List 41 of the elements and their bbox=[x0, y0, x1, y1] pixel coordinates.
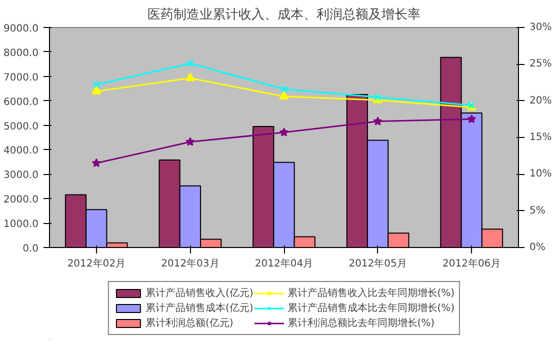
y2-tick-label: 5% bbox=[530, 205, 546, 216]
x-tick-label: 2012年06月 bbox=[442, 258, 501, 270]
y2-tick-label: 25% bbox=[530, 58, 552, 70]
y-tick-label: 2000.0 bbox=[4, 194, 39, 206]
y-tick-label: 7000.0 bbox=[4, 72, 39, 84]
y-tick-label: 0.0 bbox=[22, 244, 39, 254]
y2-tick-label: 20% bbox=[530, 95, 552, 106]
y-tick-label: 1000.0 bbox=[4, 219, 39, 230]
x-tick-label: 2012年03月 bbox=[161, 258, 220, 270]
y-tick-label: 6000.0 bbox=[4, 96, 39, 108]
point bbox=[279, 128, 289, 136]
legend-label: 累计利润总额(亿元) bbox=[145, 316, 234, 330]
point bbox=[185, 72, 195, 82]
point bbox=[186, 137, 195, 146]
point bbox=[92, 81, 100, 88]
x-tick-label: 2012年05月 bbox=[348, 258, 407, 270]
point bbox=[374, 94, 382, 101]
y-tick-label: 3000.0 bbox=[4, 170, 39, 182]
y-tick-label: 5000.0 bbox=[4, 121, 39, 132]
y-tick-label: 9000.0 bbox=[4, 24, 39, 34]
legend-label: 累计产品销售收入比去年同期增长(%) bbox=[287, 286, 455, 300]
y2-tick-label: 0% bbox=[530, 242, 546, 253]
y2-tick-label: 15% bbox=[530, 132, 552, 143]
point bbox=[373, 116, 382, 126]
legend-label: 累计利润总额比去年同期增长(%) bbox=[287, 316, 435, 330]
point bbox=[92, 86, 102, 94]
point bbox=[279, 91, 289, 100]
point bbox=[186, 60, 194, 68]
point bbox=[92, 158, 101, 168]
legend-label: 累计产品销售收入(亿元) bbox=[145, 286, 254, 300]
point bbox=[467, 114, 476, 124]
y-tick-label: 4000.0 bbox=[4, 146, 39, 157]
legend-label: 累计产品销售成本比去年同期增长(%) bbox=[287, 302, 455, 315]
y2-tick-label: 10% bbox=[530, 168, 552, 180]
point bbox=[280, 86, 288, 93]
x-tick-label: 2012年04月 bbox=[254, 258, 314, 270]
x-tick-label: 2012年02月 bbox=[67, 258, 126, 270]
y-tick-label: 8000.0 bbox=[4, 48, 39, 59]
legend-label: 累计产品销售成本(亿元) bbox=[145, 302, 254, 315]
y2-tick-label: 30% bbox=[530, 22, 552, 33]
chart-title: 医药制造业累计收入、成本、利润总额及增长率 bbox=[148, 6, 420, 22]
